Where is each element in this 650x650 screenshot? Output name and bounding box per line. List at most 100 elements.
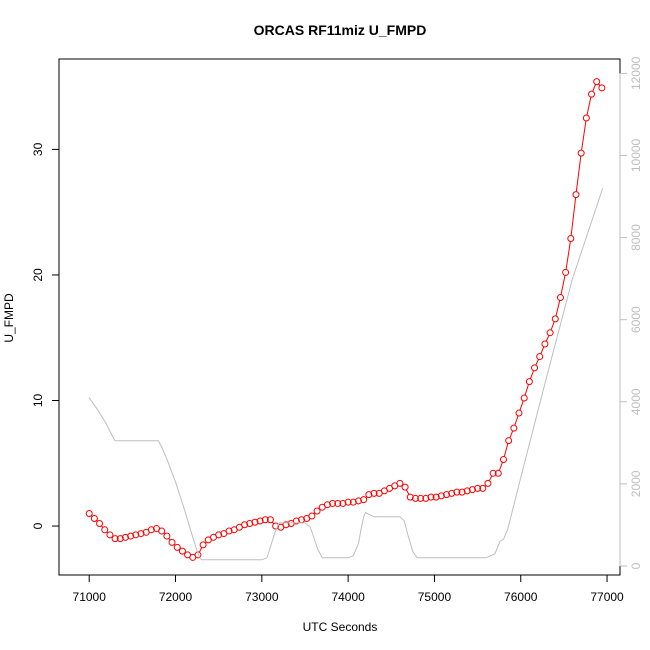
data-point (132, 531, 140, 539)
data-point (370, 489, 378, 497)
data-point (292, 517, 300, 525)
y2-tick-label: 10000 (629, 138, 643, 172)
x-tick-label: 75000 (418, 590, 452, 604)
series-segment (575, 156, 582, 192)
x-tick-label: 71000 (73, 590, 107, 604)
data-point (468, 486, 476, 494)
data-point (349, 498, 357, 506)
x-tick-label: 73000 (245, 590, 279, 604)
data-point (401, 483, 409, 491)
y-axis-right: 0 2000 4000 6000 8000 10000 12000 (619, 56, 643, 569)
data-point (199, 541, 207, 549)
series-segment (519, 400, 524, 411)
data-point (106, 531, 114, 539)
data-point (510, 424, 518, 432)
data-point (432, 493, 440, 501)
series-segment (581, 120, 587, 151)
data-point (313, 507, 321, 515)
data-point (593, 78, 601, 86)
data-point (577, 149, 585, 157)
series-segment (529, 370, 534, 380)
data-point (121, 533, 129, 541)
data-point (168, 538, 176, 546)
data-point (515, 409, 523, 417)
x-tick-label: 74000 (331, 590, 365, 604)
data-point (499, 455, 507, 463)
data-point (598, 84, 606, 92)
data-point (339, 499, 347, 507)
y2-tick-label: 6000 (629, 306, 643, 333)
y-tick-label: 20 (31, 268, 45, 282)
data-point (261, 516, 269, 524)
y2-tick-label: 0 (629, 562, 643, 569)
y-tick-label: 10 (31, 393, 45, 407)
series-segment (560, 275, 566, 295)
data-point (241, 521, 249, 529)
data-point (458, 488, 466, 496)
data-point (551, 315, 559, 323)
series-segment (550, 321, 555, 331)
chart-title: ORCAS RF11miz U_FMPD (254, 22, 427, 38)
data-point (163, 532, 171, 540)
data-point (427, 493, 435, 501)
data-point (489, 469, 497, 477)
series-segment (198, 547, 203, 553)
data-point (562, 268, 570, 276)
data-point (329, 499, 337, 507)
data-point (158, 527, 166, 535)
data-point (417, 494, 425, 502)
y-tick-label: 30 (31, 142, 45, 156)
series-segment (570, 197, 577, 236)
x-axis: 71000 72000 73000 74000 75000 76000 77000 (73, 574, 624, 604)
plot-frame (58, 58, 621, 576)
y2-tick-label: 12000 (629, 56, 643, 90)
data-point (308, 512, 316, 520)
data-point (344, 498, 352, 506)
data-point (127, 532, 135, 540)
data-point (505, 437, 513, 445)
data-point (96, 520, 104, 528)
data-point (443, 491, 451, 499)
data-point (225, 527, 233, 535)
data-point (111, 535, 119, 543)
data-point (173, 543, 181, 551)
series-segment (498, 462, 503, 471)
data-point (567, 235, 575, 243)
data-point (282, 521, 290, 529)
x-tick-label: 76000 (504, 590, 538, 604)
data-point (484, 479, 492, 487)
series-segment (535, 359, 539, 366)
data-point (531, 364, 539, 372)
data-point (479, 484, 487, 492)
data-point (215, 531, 223, 539)
series-line-1 (88, 188, 604, 561)
x-tick-label: 72000 (159, 590, 193, 604)
data-point (582, 114, 590, 122)
data-point (360, 496, 368, 504)
series-segment (488, 475, 493, 481)
series-segment (509, 430, 514, 439)
series-segment (503, 443, 509, 457)
series-layer (85, 78, 606, 561)
data-point (572, 191, 580, 199)
data-point (365, 491, 373, 499)
y2-tick-label: 8000 (629, 224, 643, 251)
data-point (448, 489, 456, 497)
series-segment (586, 96, 592, 116)
x-axis-label: UTC Seconds (303, 620, 378, 634)
data-point (334, 499, 342, 507)
data-point (246, 520, 254, 528)
series-segment (540, 346, 545, 354)
data-point (85, 509, 93, 517)
data-point (256, 517, 264, 525)
y-axis-left: 0 10 20 30 (31, 142, 60, 529)
data-point (474, 484, 482, 492)
data-point (556, 294, 564, 302)
data-point (396, 479, 404, 487)
data-point (422, 494, 430, 502)
data-point (251, 518, 259, 526)
data-point (520, 394, 528, 402)
data-point (437, 492, 445, 500)
data-point (147, 526, 155, 534)
